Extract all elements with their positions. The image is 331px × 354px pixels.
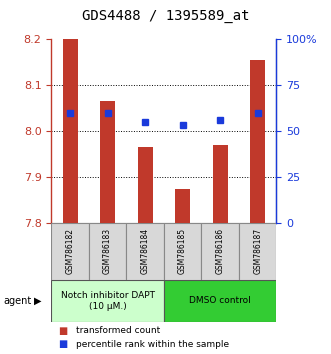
Text: GSM786187: GSM786187: [253, 228, 262, 274]
Bar: [201, 223, 239, 280]
Bar: [100, 101, 115, 223]
Text: GSM786185: GSM786185: [178, 228, 187, 274]
Bar: [164, 223, 201, 280]
Bar: [164, 280, 276, 322]
Text: ▶: ▶: [34, 296, 42, 306]
Text: ■: ■: [58, 339, 67, 349]
Bar: [250, 60, 265, 223]
Text: DMSO control: DMSO control: [189, 296, 251, 306]
Text: GDS4488 / 1395589_at: GDS4488 / 1395589_at: [82, 9, 249, 23]
Bar: [51, 280, 164, 322]
Bar: [239, 223, 276, 280]
Bar: [51, 223, 89, 280]
Text: GSM786184: GSM786184: [141, 228, 150, 274]
Text: GSM786186: GSM786186: [215, 228, 225, 274]
Text: Notch inhibitor DAPT
(10 μM.): Notch inhibitor DAPT (10 μM.): [61, 291, 155, 310]
Text: transformed count: transformed count: [76, 326, 161, 336]
Text: percentile rank within the sample: percentile rank within the sample: [76, 340, 229, 349]
Text: GSM786182: GSM786182: [66, 228, 74, 274]
Bar: [89, 223, 126, 280]
Bar: [175, 189, 190, 223]
Text: ■: ■: [58, 326, 67, 336]
Text: agent: agent: [3, 296, 31, 306]
Bar: [126, 223, 164, 280]
Text: GSM786183: GSM786183: [103, 228, 112, 274]
Bar: [213, 145, 228, 223]
Bar: [63, 39, 77, 223]
Bar: [138, 147, 153, 223]
